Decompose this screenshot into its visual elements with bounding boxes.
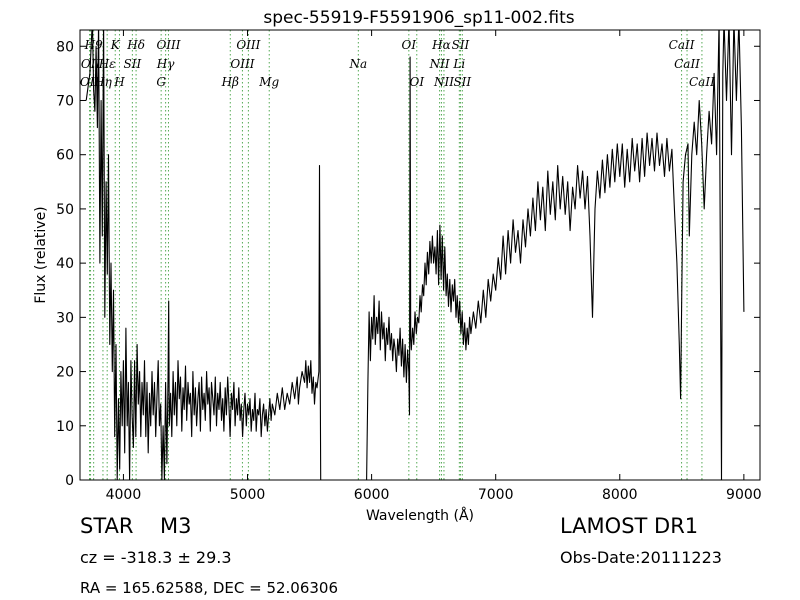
y-tick-label: 50 [56, 202, 74, 218]
emission-line-label: OIII [230, 57, 254, 71]
emission-line-label: OIII [156, 38, 180, 52]
survey-name: LAMOST DR1 [560, 514, 699, 538]
emission-line-labels: OIIOIIH9HηHεKHSIIHδGHγOIIIHβOIIIOIIIMgNa… [80, 38, 715, 89]
emission-line-label: K [110, 38, 121, 52]
object-type: STAR [80, 514, 134, 538]
y-tick-label: 30 [56, 310, 74, 326]
emission-line-label: Li [452, 57, 465, 71]
x-axis-ticks: 4000 5000 6000 7000 8000 9000 [106, 30, 762, 503]
emission-line-label: Hα [431, 38, 451, 52]
emission-line-label: Hε [98, 57, 116, 71]
emission-line-label: Hβ [221, 75, 239, 89]
emission-line-label: SII [124, 57, 142, 71]
emission-line-label: CaII [674, 57, 700, 71]
y-tick-label: 0 [65, 473, 74, 489]
chart-title: spec-55919-F5591906_sp11-002.fits [263, 8, 574, 28]
x-tick-label: 8000 [602, 487, 638, 503]
emission-line-label: Hδ [126, 38, 145, 52]
x-axis-label: Wavelength (Å) [366, 507, 474, 524]
y-tick-label: 80 [56, 39, 74, 55]
spectrum-line [85, 30, 745, 480]
emission-line-markers [89, 30, 703, 480]
emission-line-label: OII [80, 75, 100, 89]
emission-line-label: Mg [258, 75, 279, 89]
y-tick-label: 60 [56, 148, 74, 164]
emission-line-label: H [113, 75, 125, 89]
emission-line-label: Na [349, 57, 368, 71]
emission-line-label: OIII [236, 38, 260, 52]
coordinates: RA = 165.62588, DEC = 52.06306 [80, 579, 339, 597]
emission-line-label: NII [429, 57, 450, 71]
object-class: M3 [160, 514, 192, 538]
x-tick-label: 5000 [230, 487, 266, 503]
x-tick-label: 7000 [478, 487, 514, 503]
y-axis-ticks: 0 10 20 30 40 50 60 70 80 [56, 39, 760, 489]
y-axis-label: Flux (relative) [33, 206, 49, 303]
x-tick-label: 6000 [354, 487, 390, 503]
plot-frame [79, 29, 761, 481]
x-tick-label: 9000 [726, 487, 762, 503]
emission-line-label: SII [452, 38, 470, 52]
emission-line-label: SII [453, 75, 471, 89]
emission-line-label: CaII [669, 38, 695, 52]
redshift-value: cz = -318.3 ± 29.3 [80, 548, 232, 567]
emission-line-label: NII [433, 75, 454, 89]
y-tick-label: 40 [56, 256, 74, 272]
y-tick-label: 20 [56, 365, 74, 381]
observation-date: Obs-Date:20111223 [560, 548, 722, 567]
y-tick-label: 70 [56, 93, 74, 109]
y-tick-label: 10 [56, 419, 74, 435]
emission-line-label: OI [402, 38, 417, 52]
emission-line-label: OI [409, 75, 424, 89]
emission-line-label: G [156, 75, 166, 89]
x-tick-label: 4000 [106, 487, 142, 503]
emission-line-label: Hγ [156, 57, 175, 71]
emission-line-label: CaII [689, 75, 715, 89]
